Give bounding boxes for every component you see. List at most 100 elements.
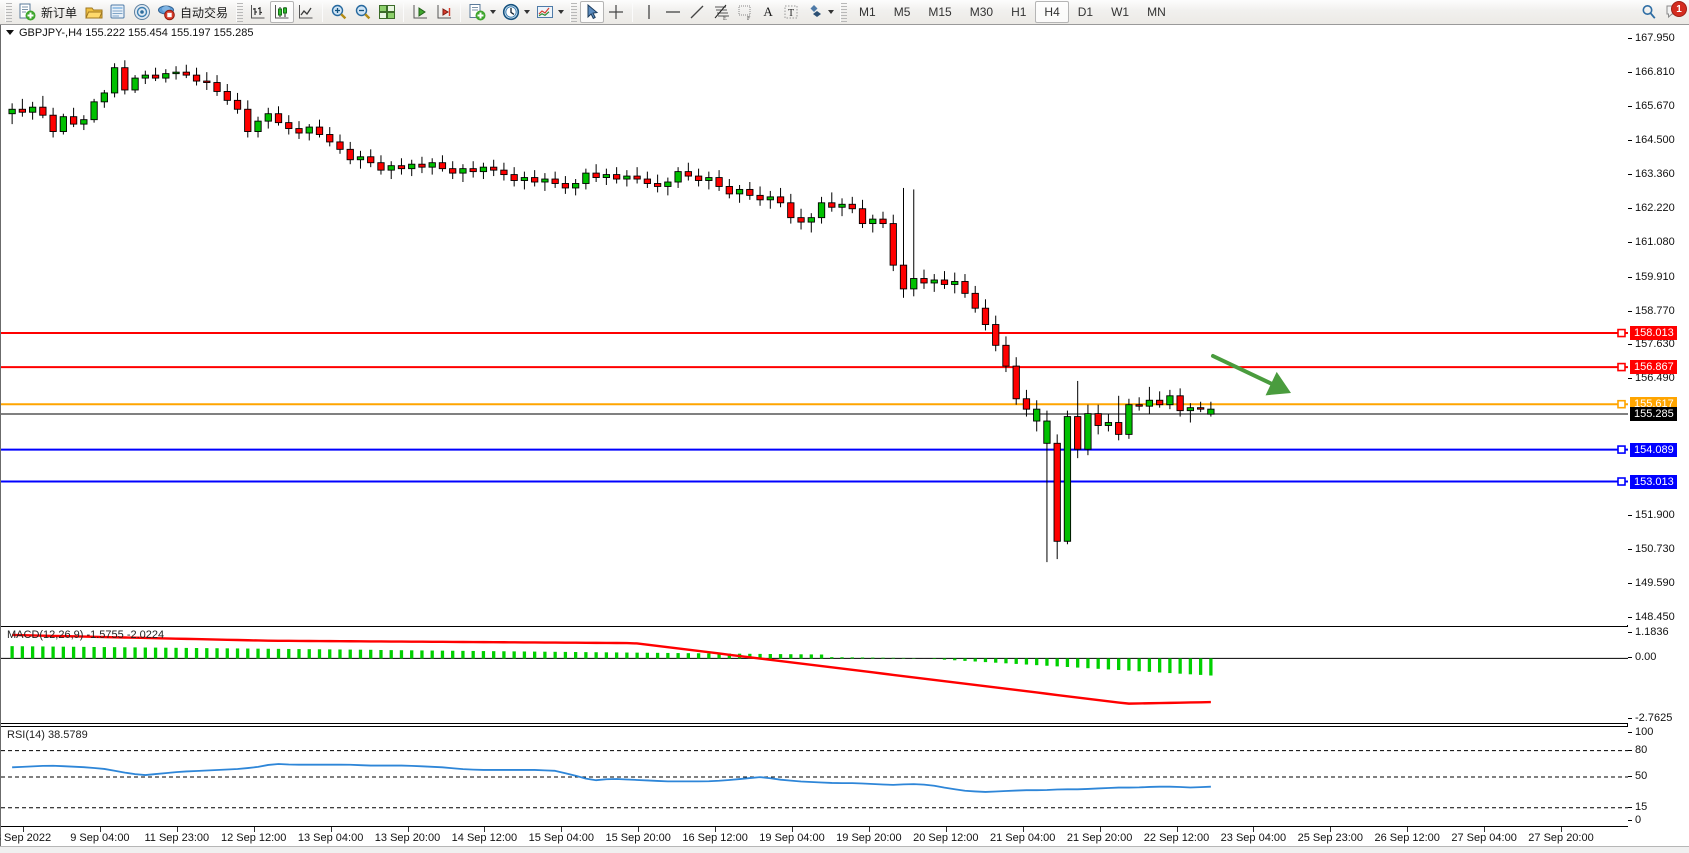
- price-axis-tick-label: 159.910: [1635, 270, 1675, 283]
- time-axis-label: 14 Sep 12:00: [451, 832, 518, 844]
- timeframe-label: M1: [859, 5, 876, 19]
- tile-windows-button[interactable]: [375, 1, 399, 23]
- notification-count-badge: 1: [1671, 1, 1687, 17]
- line-chart-button[interactable]: [294, 1, 318, 23]
- axis-tick: [1628, 344, 1632, 346]
- time-axis-tick: [1330, 827, 1332, 832]
- chart-shift-button[interactable]: [432, 1, 456, 23]
- text-icon: T: [784, 5, 798, 19]
- macd-axis-tick-label: 0.00: [1635, 651, 1657, 664]
- timeframe-m5[interactable]: M5: [885, 1, 920, 23]
- horizontal-line-button[interactable]: [661, 1, 685, 23]
- timeframe-label: H4: [1044, 5, 1060, 19]
- timeframe-mn[interactable]: MN: [1138, 1, 1175, 23]
- price-axis-tick-label: 164.500: [1635, 134, 1675, 147]
- templates-icon: [537, 6, 554, 18]
- indicators-dropdown-arrow[interactable]: [490, 10, 497, 14]
- vertical-line-button[interactable]: [637, 1, 661, 23]
- time-axis-label: 12 Sep 12:00: [220, 832, 287, 844]
- chart-area[interactable]: GBPJPY-,H4 155.222 155.454 155.197 155.2…: [0, 25, 1689, 853]
- search-button[interactable]: [1637, 1, 1661, 23]
- axis-tick: [1628, 276, 1632, 278]
- zoom-in-button[interactable]: [327, 1, 351, 23]
- open-folder-button[interactable]: [82, 1, 106, 23]
- bar-chart-button[interactable]: [246, 1, 270, 23]
- vertical-line-icon: [648, 5, 650, 19]
- toolbar-grip[interactable]: [5, 2, 12, 22]
- time-axis-tick: [253, 827, 255, 832]
- notifications-button[interactable]: 1: [1661, 1, 1687, 22]
- time-axis-label: 13 Sep 04:00: [297, 832, 364, 844]
- shapes-button[interactable]: [803, 1, 837, 23]
- rsi-axis-tick-label: 100: [1635, 726, 1654, 738]
- data-window-button[interactable]: [106, 1, 130, 23]
- cursor-icon: [587, 3, 599, 20]
- trendline-button[interactable]: [685, 1, 709, 23]
- period-dropdown-arrow[interactable]: [524, 10, 531, 14]
- price-level-pill-support[interactable]: 154.089: [1630, 442, 1677, 457]
- price-pane[interactable]: GBPJPY-,H4 155.222 155.454 155.197 155.2…: [1, 25, 1628, 625]
- time-axis-tick: [176, 827, 178, 832]
- period-icon: [502, 3, 520, 21]
- axis-tick: [1628, 208, 1632, 210]
- period-button[interactable]: [499, 1, 533, 23]
- templates-button[interactable]: [533, 1, 567, 23]
- time-axis-tick: [561, 827, 563, 832]
- horizontal-line-icon: [666, 11, 681, 13]
- fibonacci-button[interactable]: E: [709, 1, 733, 23]
- macd-pane[interactable]: MACD(12,26,9) -1.5755 -2.0224: [1, 626, 1628, 724]
- chevron-down-icon[interactable]: [6, 30, 14, 35]
- rsi-axis-tick-label: 80: [1635, 743, 1648, 756]
- crosshair-button[interactable]: [604, 1, 628, 23]
- indicators-button[interactable]: [465, 1, 499, 23]
- svg-text:T: T: [788, 8, 794, 19]
- price-axis[interactable]: 167.950 166.810 165.670 164.500 163.360 162.2…: [1628, 25, 1689, 853]
- timeframe-d1[interactable]: D1: [1069, 1, 1102, 23]
- shapes-icon: [810, 5, 822, 17]
- timeframe-label: D1: [1077, 5, 1094, 19]
- new-order-button[interactable]: 新订单: [15, 1, 82, 23]
- time-axis-label: 15 Sep 20:00: [605, 832, 671, 844]
- price-level-pill-support[interactable]: 153.013: [1630, 474, 1677, 489]
- price-axis-tick-label: 156.490: [1635, 372, 1675, 385]
- timeframe-m30[interactable]: M30: [961, 1, 1002, 23]
- time-axis-tick: [715, 827, 717, 832]
- rsi-pane[interactable]: RSI(14) 38.5789: [1, 726, 1628, 826]
- timeframe-m1[interactable]: M1: [850, 1, 885, 23]
- time-axis-tick: [1484, 827, 1486, 832]
- templates-dropdown-arrow[interactable]: [558, 10, 565, 14]
- price-level-pill-current-price[interactable]: 155.285: [1630, 407, 1677, 422]
- equidistant-channel-button[interactable]: F: [733, 1, 757, 23]
- zoom-out-icon: [355, 4, 371, 20]
- timeframe-label: MN: [1147, 5, 1166, 19]
- svg-text:E: E: [723, 16, 727, 21]
- price-level-pill-resistance[interactable]: 158.013: [1630, 326, 1677, 341]
- symbol-info-bar: GBPJPY-,H4 155.222 155.454 155.197 155.2…: [1, 25, 253, 40]
- price-level-pill-resistance[interactable]: 156.867: [1630, 360, 1677, 375]
- candlestick-chart-button[interactable]: [270, 1, 295, 23]
- timeframe-w1[interactable]: W1: [1102, 1, 1138, 23]
- time-axis-tick: [1407, 827, 1409, 832]
- toolbar-grip-3[interactable]: [570, 2, 578, 22]
- toolbar-grip-4[interactable]: [840, 2, 848, 22]
- new-order-icon: [19, 3, 36, 21]
- timeframe-h4[interactable]: H4: [1035, 1, 1069, 23]
- toolbar-grip-2[interactable]: [236, 2, 244, 22]
- time-axis-label: 27 Sep 04:00: [1451, 832, 1517, 844]
- time-axis-label: 26 Sep 12:00: [1374, 832, 1440, 844]
- timeframe-m15[interactable]: M15: [919, 1, 960, 23]
- signals-button[interactable]: [130, 1, 154, 23]
- text-label-button[interactable]: A: [757, 1, 779, 23]
- shapes-dropdown-arrow[interactable]: [828, 10, 835, 14]
- text-button[interactable]: T: [779, 1, 803, 23]
- timeframe-h1[interactable]: H1: [1002, 1, 1035, 23]
- cursor-button[interactable]: [580, 1, 605, 23]
- price-axis-tick-label: 161.080: [1635, 235, 1675, 248]
- autotrading-button[interactable]: 自动交易: [154, 1, 233, 23]
- indicators-icon: [469, 4, 486, 21]
- time-axis-tick: [945, 827, 947, 832]
- time-axis-label: 25 Sep 23:00: [1297, 832, 1364, 844]
- zoom-out-button[interactable]: [351, 1, 375, 23]
- time-axis-label: 15 Sep 04:00: [528, 832, 595, 844]
- autoscroll-button[interactable]: [408, 1, 432, 23]
